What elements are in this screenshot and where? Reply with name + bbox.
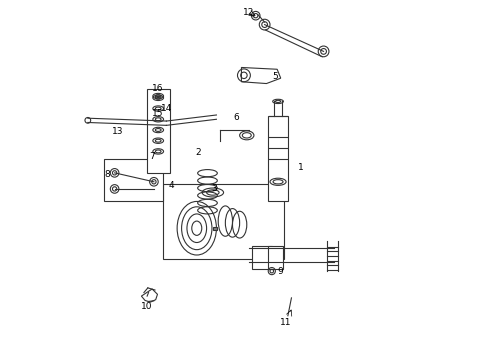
FancyBboxPatch shape <box>147 89 170 173</box>
Text: 8: 8 <box>104 170 110 179</box>
Text: 15: 15 <box>152 109 163 118</box>
Text: 10: 10 <box>141 302 152 311</box>
Text: 6: 6 <box>233 113 239 122</box>
Text: 13: 13 <box>112 127 124 136</box>
FancyBboxPatch shape <box>268 116 288 202</box>
Text: 7: 7 <box>149 152 155 161</box>
Bar <box>268 246 283 269</box>
Bar <box>252 246 272 269</box>
Text: 14: 14 <box>161 104 172 113</box>
Text: 16: 16 <box>152 84 163 93</box>
Text: 1: 1 <box>297 163 303 172</box>
Polygon shape <box>242 67 281 84</box>
Text: 4: 4 <box>169 181 174 190</box>
Polygon shape <box>142 289 157 302</box>
Text: 9: 9 <box>278 267 284 276</box>
Bar <box>213 227 217 230</box>
Text: 11: 11 <box>280 318 292 327</box>
Text: 5: 5 <box>272 72 278 81</box>
Text: 2: 2 <box>196 148 201 157</box>
FancyBboxPatch shape <box>163 184 284 258</box>
Text: 3: 3 <box>212 184 218 193</box>
Text: 12: 12 <box>243 8 254 17</box>
FancyBboxPatch shape <box>104 158 163 202</box>
